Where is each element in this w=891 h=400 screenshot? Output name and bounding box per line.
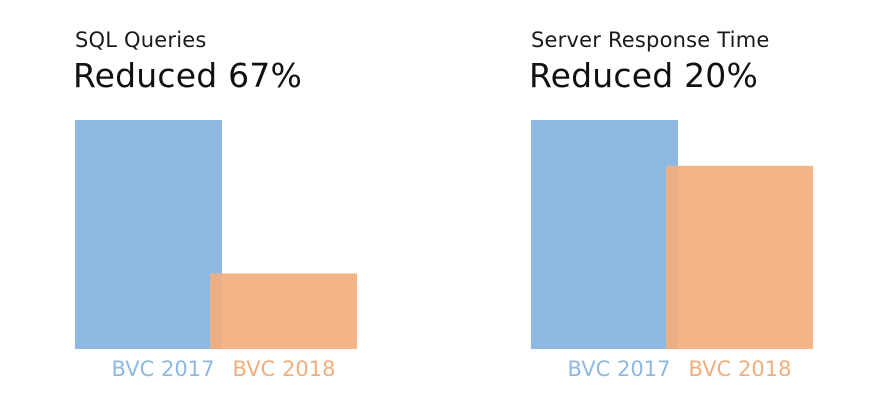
sql-queries-plot: BVC 2017 BVC 2018 bbox=[75, 120, 357, 381]
sql-queries-chart: SQL Queries Reduced 67% BVC 2017 BVC 2018 bbox=[73, 0, 405, 400]
chart-subtitle: Reduced 20% bbox=[529, 56, 759, 95]
tick-label-bvc-2018: BVC 2018 bbox=[233, 357, 336, 381]
server-response-time-chart: Server Response Time Reduced 20% BVC 201… bbox=[529, 0, 861, 400]
tick-label-bvc-2017: BVC 2017 bbox=[112, 357, 215, 381]
tick-label-bvc-2017: BVC 2017 bbox=[568, 357, 671, 381]
bar-bvc-2017 bbox=[75, 120, 222, 349]
tick-label-bvc-2018: BVC 2018 bbox=[689, 357, 792, 381]
chart-subtitle: Reduced 67% bbox=[73, 56, 303, 95]
chart-title: SQL Queries bbox=[75, 28, 207, 52]
bar-bvc-2018 bbox=[666, 165, 813, 349]
server-response-time-plot: BVC 2017 BVC 2018 bbox=[531, 120, 813, 381]
chart-title: Server Response Time bbox=[531, 28, 770, 52]
bar-bvc-2018 bbox=[210, 273, 357, 349]
bar-bvc-2017 bbox=[531, 120, 678, 349]
